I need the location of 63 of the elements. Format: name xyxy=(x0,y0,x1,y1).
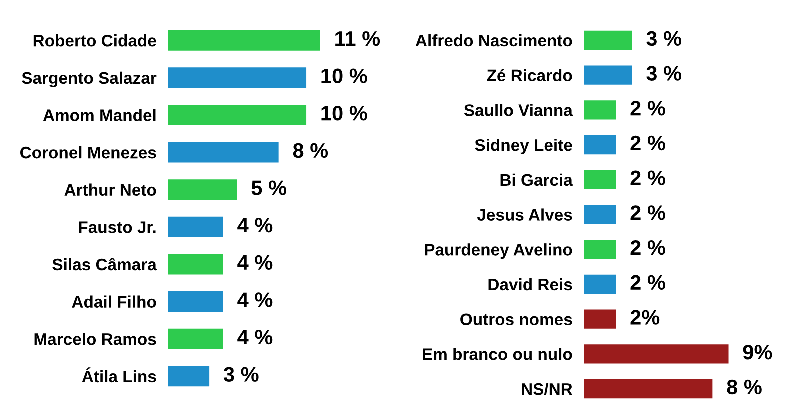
y-tick-label: Zé Ricardo xyxy=(487,69,572,82)
bar xyxy=(584,66,632,85)
bar xyxy=(584,310,616,329)
bar xyxy=(584,205,616,224)
y-tick-label: Sidney Leite xyxy=(475,139,572,155)
bar xyxy=(168,142,279,163)
bar xyxy=(584,379,713,399)
data-label: 2% xyxy=(630,310,660,325)
data-label: 2 % xyxy=(630,240,666,256)
bar xyxy=(168,366,210,387)
data-label: 10 % xyxy=(322,106,368,121)
y-tick-label: Roberto Cidade xyxy=(34,34,156,47)
y-tick-label: Coronel Menezes xyxy=(20,146,156,159)
y-tick-label: Bi Garcia xyxy=(500,174,573,186)
y-tick-label: Arthur Neto xyxy=(64,184,156,196)
data-label: 3 % xyxy=(224,367,259,382)
bar xyxy=(168,328,224,350)
bar xyxy=(168,104,307,126)
bar xyxy=(584,170,616,190)
y-tick-label: Marcelo Ramos xyxy=(34,333,156,346)
data-label: 2 % xyxy=(630,275,666,290)
y-tick-label: Em branco ou nulo xyxy=(423,348,572,360)
bar xyxy=(168,216,224,238)
bar xyxy=(584,100,616,120)
bar xyxy=(584,135,616,155)
data-label: 4 % xyxy=(238,218,273,233)
data-label: 2 % xyxy=(630,101,666,116)
bar xyxy=(168,68,307,88)
data-label: 4 % xyxy=(238,255,273,270)
y-tick-label: Fausto Jr. xyxy=(79,222,156,234)
y-tick-label: Saullo Vianna xyxy=(464,104,573,116)
y-tick-label: Adail Filho xyxy=(72,296,156,308)
data-label: 8 % xyxy=(727,380,762,395)
bar xyxy=(584,274,616,294)
data-label: 8 % xyxy=(293,143,328,158)
data-label: 2 % xyxy=(630,170,666,186)
data-label: 10 % xyxy=(322,68,368,84)
y-tick-label: Amom Mandel xyxy=(43,109,156,122)
bar xyxy=(168,180,238,200)
y-tick-label: David Reis xyxy=(488,278,572,291)
data-label: 2 % xyxy=(630,136,666,151)
y-tick-label: Sargento Salazar xyxy=(22,72,157,88)
data-label: 11 % xyxy=(336,31,380,46)
data-label: 2 % xyxy=(630,206,666,220)
bar xyxy=(584,240,616,260)
y-tick-label: Jesus Alves xyxy=(477,208,572,221)
y-tick-label: Átila Lins xyxy=(82,368,156,383)
bar xyxy=(168,254,224,275)
bar xyxy=(584,30,632,50)
y-tick-label: Silas Câmara xyxy=(52,258,157,271)
bar xyxy=(168,292,224,312)
y-tick-label: Alfredo Nascimento xyxy=(416,34,572,47)
y-tick-label: NS/NR xyxy=(522,382,573,396)
data-label: 3 % xyxy=(646,31,682,46)
data-label: 3 % xyxy=(646,66,682,81)
bar xyxy=(584,344,729,364)
y-tick-label: Outros nomes xyxy=(460,314,572,326)
data-label: 4 % xyxy=(238,330,273,345)
bar xyxy=(168,30,320,51)
data-label: 9% xyxy=(743,345,772,360)
data-label: 5 % xyxy=(252,180,287,196)
data-label: 4 % xyxy=(238,292,273,308)
y-tick-label: Paurdeney Avelino xyxy=(425,244,572,260)
